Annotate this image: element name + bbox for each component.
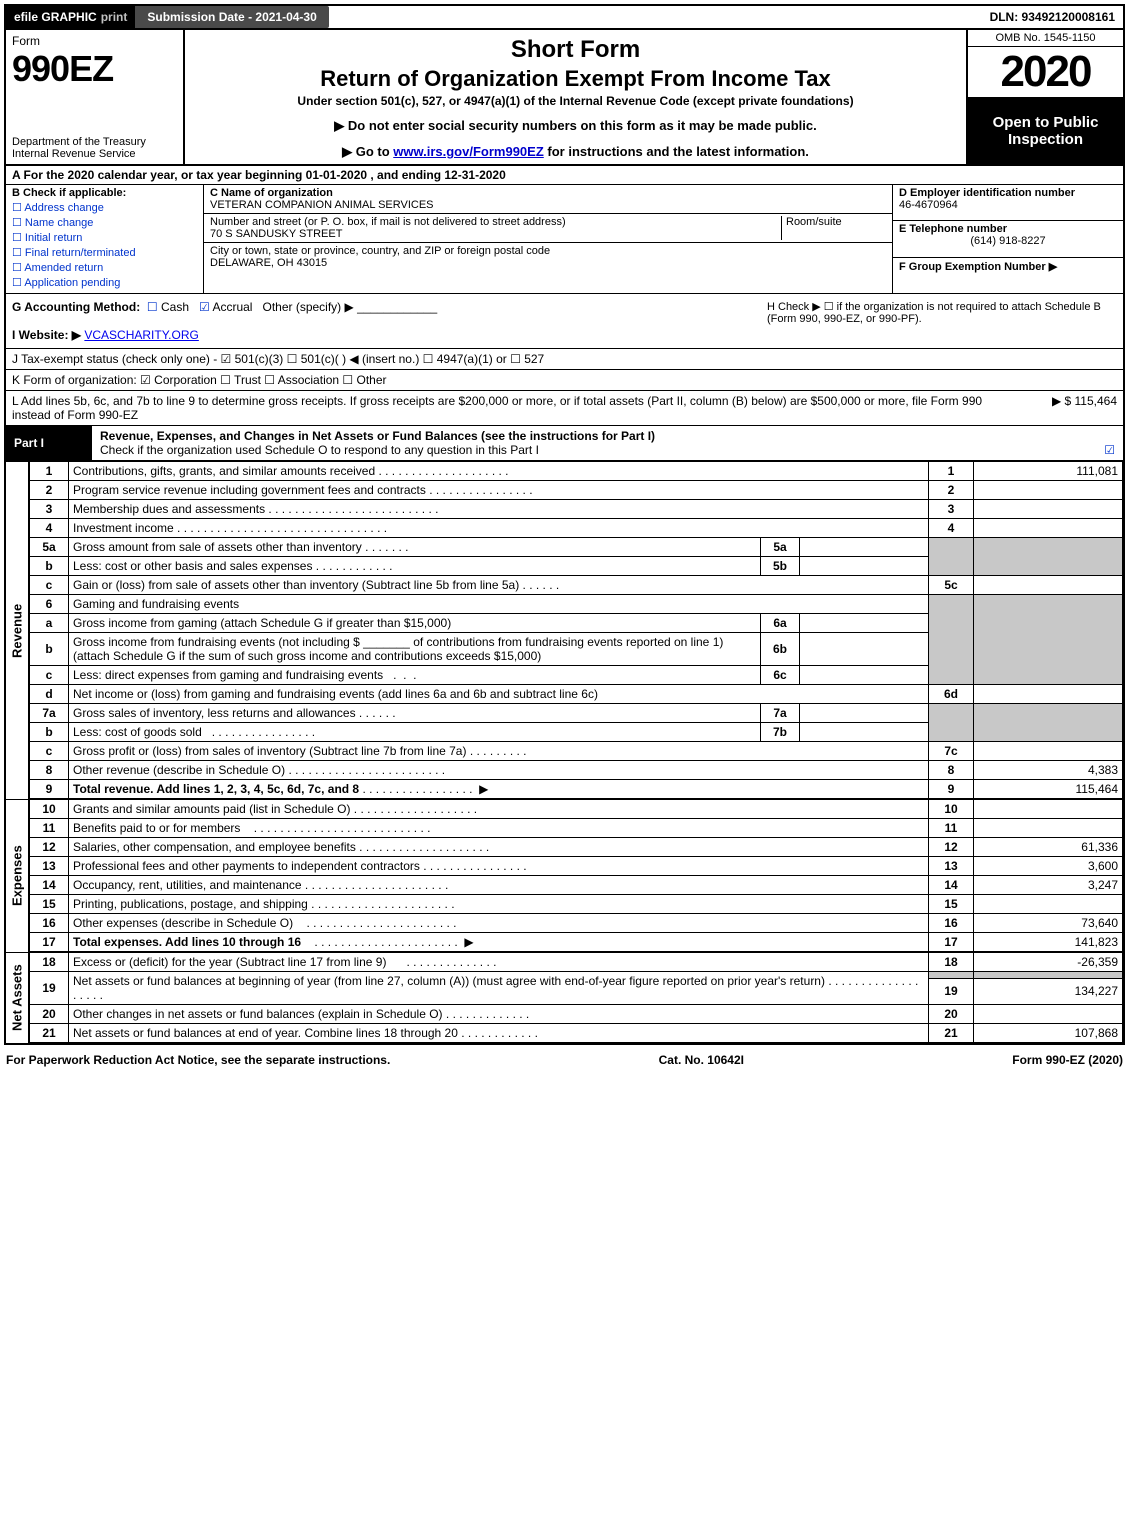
dept-label: Department of the Treasury <box>12 136 146 148</box>
val-1: 111,081 <box>974 462 1123 481</box>
side-expenses: Expenses <box>6 799 29 952</box>
title-return: Return of Organization Exempt From Incom… <box>195 66 956 92</box>
efile-label: efile <box>14 10 38 24</box>
col-d: D Employer identification number 46-4670… <box>892 185 1123 293</box>
accounting-method: G Accounting Method: ☐ Cash ☑ Accrual Ot… <box>6 294 761 348</box>
line-a: A For the 2020 calendar year, or tax yea… <box>6 166 1123 185</box>
dln-number: DLN: 93492120008161 <box>982 6 1123 28</box>
part1-check-text: Check if the organization used Schedule … <box>100 443 539 457</box>
revenue-section: Revenue 1Contributions, gifts, grants, a… <box>6 461 1123 799</box>
cell-address: Number and street (or P. O. box, if mail… <box>204 214 892 243</box>
opt-name[interactable]: ☐ Name change <box>12 216 197 229</box>
room-suite: Room/suite <box>781 216 886 240</box>
irs-label: Internal Revenue Service <box>12 148 136 160</box>
top-bar: efile GRAPHIC print Submission Date - 20… <box>6 6 1123 30</box>
cell-org-name: C Name of organization VETERAN COMPANION… <box>204 185 892 214</box>
row-j: J Tax-exempt status (check only one) - ☑… <box>6 349 1123 370</box>
cell-group-exempt: F Group Exemption Number ▶ <box>893 258 1123 293</box>
val-16: 73,640 <box>974 914 1123 933</box>
chk-accrual[interactable]: ☑ <box>199 300 210 314</box>
val-8: 4,383 <box>974 761 1123 780</box>
col-b: B Check if applicable: ☐ Address change … <box>6 185 204 293</box>
org-city: DELAWARE, OH 43015 <box>210 257 327 269</box>
phone: (614) 918-8227 <box>899 235 1117 247</box>
opt-initial[interactable]: ☐ Initial return <box>12 231 197 244</box>
website-link[interactable]: VCASCHARITY.ORG <box>84 328 198 342</box>
footer: For Paperwork Reduction Act Notice, see … <box>0 1049 1129 1071</box>
val-13: 3,600 <box>974 857 1123 876</box>
expenses-section: Expenses 10Grants and similar amounts pa… <box>6 799 1123 952</box>
graphic-label: GRAPHIC <box>41 10 96 24</box>
val-9: 115,464 <box>974 780 1123 799</box>
footer-left: For Paperwork Reduction Act Notice, see … <box>6 1053 390 1067</box>
part1-title: Revenue, Expenses, and Changes in Net As… <box>100 429 655 443</box>
expenses-table: 10Grants and similar amounts paid (list … <box>29 799 1123 952</box>
val-17: 141,823 <box>974 933 1123 952</box>
submission-date: Submission Date - 2021-04-30 <box>135 6 328 28</box>
instr-pre: ▶ Go to <box>342 144 393 159</box>
part1-label: Part I <box>6 426 92 460</box>
opt-address[interactable]: ☐ Address change <box>12 201 197 214</box>
org-name: VETERAN COMPANION ANIMAL SERVICES <box>210 199 434 211</box>
efile-badge: efile GRAPHIC print <box>6 6 135 28</box>
instr-ssn: ▶ Do not enter social security numbers o… <box>195 118 956 134</box>
tax-year: 2020 <box>968 47 1123 98</box>
val-19: 134,227 <box>974 978 1123 1004</box>
row-l: L Add lines 5b, 6c, and 7b to line 9 to … <box>6 391 1123 426</box>
opt-pending[interactable]: ☐ Application pending <box>12 276 197 289</box>
header-left: Form 990EZ Department of the Treasury In… <box>6 30 185 164</box>
val-21: 107,868 <box>974 1024 1123 1043</box>
form-container: efile GRAPHIC print Submission Date - 20… <box>4 4 1125 1045</box>
omb-number: OMB No. 1545-1150 <box>968 30 1123 47</box>
opt-amended[interactable]: ☐ Amended return <box>12 261 197 274</box>
revenue-table: 1Contributions, gifts, grants, and simil… <box>29 461 1123 799</box>
header-row: Form 990EZ Department of the Treasury In… <box>6 30 1123 166</box>
netassets-table: 18Excess or (deficit) for the year (Subt… <box>29 952 1123 1043</box>
cell-phone: E Telephone number (614) 918-8227 <box>893 221 1123 257</box>
part1-checkbox[interactable]: ☑ <box>1104 443 1115 457</box>
form-number: 990EZ <box>12 48 113 89</box>
header-center: Short Form Return of Organization Exempt… <box>185 30 966 164</box>
row-gh: G Accounting Method: ☐ Cash ☑ Accrual Ot… <box>6 294 1123 349</box>
b-label: B Check if applicable: <box>12 187 197 199</box>
side-netassets: Net Assets <box>6 952 29 1043</box>
header-right: OMB No. 1545-1150 2020 Open to Public In… <box>966 30 1123 164</box>
val-12: 61,336 <box>974 838 1123 857</box>
print-link[interactable]: print <box>101 10 128 24</box>
cell-city: City or town, state or province, country… <box>204 243 892 271</box>
section-bcdef: B Check if applicable: ☐ Address change … <box>6 185 1123 294</box>
chk-cash[interactable]: ☐ <box>147 300 158 314</box>
footer-mid: Cat. No. 10642I <box>659 1053 744 1067</box>
form-label: Form <box>12 34 40 48</box>
cell-ein: D Employer identification number 46-4670… <box>893 185 1123 221</box>
side-revenue: Revenue <box>6 461 29 799</box>
h-check: H Check ▶ ☐ if the organization is not r… <box>761 294 1123 348</box>
ein: 46-4670964 <box>899 199 958 211</box>
part1-header: Part I Revenue, Expenses, and Changes in… <box>6 426 1123 461</box>
irs-link[interactable]: www.irs.gov/Form990EZ <box>393 144 544 159</box>
opt-final[interactable]: ☐ Final return/terminated <box>12 246 197 259</box>
subtitle: Under section 501(c), 527, or 4947(a)(1)… <box>195 94 956 108</box>
footer-right: Form 990-EZ (2020) <box>1012 1053 1123 1067</box>
open-public: Open to Public Inspection <box>968 98 1123 164</box>
val-14: 3,247 <box>974 876 1123 895</box>
l-value: ▶ $ 115,464 <box>997 394 1117 422</box>
instr-link-row: ▶ Go to www.irs.gov/Form990EZ for instru… <box>195 144 956 160</box>
row-k: K Form of organization: ☑ Corporation ☐ … <box>6 370 1123 391</box>
col-c: C Name of organization VETERAN COMPANION… <box>204 185 892 293</box>
org-address: 70 S SANDUSKY STREET <box>210 228 342 240</box>
val-18: -26,359 <box>974 953 1123 972</box>
title-short-form: Short Form <box>195 36 956 64</box>
netassets-section: Net Assets 18Excess or (deficit) for the… <box>6 952 1123 1043</box>
instr-post: for instructions and the latest informat… <box>547 144 808 159</box>
